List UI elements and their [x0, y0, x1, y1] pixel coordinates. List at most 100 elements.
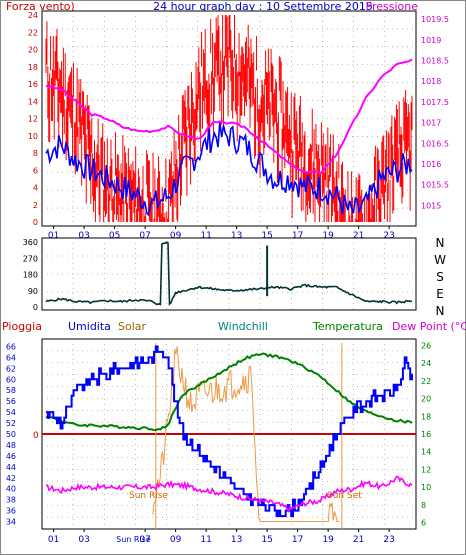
humidity-line	[46, 345, 413, 518]
humidity-x-tick-label: 01	[48, 535, 59, 545]
wind-tick-label: 18	[28, 63, 38, 72]
humidity-x-axis: 01 03 07 09 11 13 15 17 19 21 23 Sun Rise	[48, 529, 395, 545]
wind-tick-label: 16	[28, 80, 38, 89]
wind-tick-label: 12	[28, 115, 38, 124]
wind-series	[45, 15, 413, 222]
pressure-y-axis: 1015 1015.5 1016 1016.5 1017 1017.5 1018 1018.5…	[421, 15, 449, 210]
wind-tick-label: 24	[28, 11, 38, 20]
wind-x-tick-label: 13	[231, 231, 242, 241]
pressure-tick-label: 1018	[421, 77, 441, 86]
temperature-tick-label: 14	[421, 448, 431, 457]
humidity-tick-label: 66	[6, 342, 16, 351]
pressure-line	[45, 58, 413, 175]
humidity-x-tick-label: 07	[139, 535, 150, 545]
wind-x-axis: 01 03 05 07 09 11 13 15 17 19 21 23	[48, 226, 395, 241]
legend-dewpoint: Dew Point (°C)	[392, 320, 466, 333]
temperature-tick-label: 6	[421, 519, 426, 528]
wind-tick-label: 20	[28, 46, 38, 55]
temperature-tick-label: 16	[421, 430, 431, 439]
sun-set-label: Sun Set	[327, 491, 362, 501]
wind-tick-label: 0	[33, 218, 38, 227]
pressure-tick-label: 1015	[421, 201, 441, 210]
sun-rise-label: Sun Rise	[129, 491, 168, 501]
direction-series	[45, 241, 413, 306]
wind-tick-label: 2	[33, 201, 38, 210]
humidity-x-tick-label: 13	[231, 535, 242, 545]
temperature-tick-label: 22	[421, 377, 431, 386]
wind-tick-label: 8	[33, 149, 38, 158]
humidity-tick-label: 42	[6, 474, 16, 483]
temperature-tick-label: 20	[421, 395, 431, 404]
humidity-tick-label: 38	[6, 496, 16, 505]
solar-line	[152, 346, 340, 522]
compass-label: N	[436, 236, 445, 250]
compass-label: N	[436, 304, 445, 318]
temperature-tick-label: 10	[421, 483, 431, 492]
temperature-tick-label: 12	[421, 465, 431, 474]
direction-panel-grid	[42, 238, 416, 310]
compass-label: S	[436, 270, 444, 284]
humidity-tick-label: 50	[6, 430, 16, 439]
wind-x-tick-label: 19	[322, 231, 334, 241]
humidity-tick-label: 60	[6, 375, 16, 384]
temperature-line	[45, 352, 413, 432]
humidity-tick-label: 48	[6, 441, 16, 450]
humidity-x-tick-label: 15	[261, 535, 272, 545]
pressure-tick-label: 1018.5	[421, 57, 449, 66]
wind-x-tick-label: 21	[353, 231, 364, 241]
humidity-x-tick-label: 11	[200, 535, 211, 545]
humidity-tick-label: 36	[6, 507, 16, 516]
humidity-tick-label: 54	[6, 408, 16, 417]
humidity-tick-label: 44	[6, 463, 16, 472]
humidity-tick-label: 58	[6, 386, 16, 395]
humidity-y-axis: 34 36 38 40 42 44 46 48 50 52 54 56 58 60 62 64 66	[6, 342, 16, 526]
page-title: 24 hour graph day : 10 Settembre 2015	[153, 0, 373, 13]
humidity-tick-label: 52	[6, 419, 16, 428]
temperature-y-axis: 6 8 10 12 14 16 18 20 22 24 26	[421, 341, 431, 527]
wind-tick-label: 6	[33, 166, 38, 175]
pressure-tick-label: 1019	[421, 36, 441, 45]
legend-solar: Solar	[118, 320, 147, 333]
wind-average-line	[45, 122, 413, 217]
wind-tick-label: 4	[33, 184, 38, 193]
wind-x-tick-label: 01	[48, 231, 59, 241]
wind-x-tick-label: 05	[109, 231, 120, 241]
humidity-x-tick-label: 09	[170, 535, 182, 545]
humidity-tick-label: 40	[6, 485, 16, 494]
humidity-x-tick-label: 17	[292, 535, 303, 545]
pressure-tick-label: 1015.5	[421, 181, 449, 190]
temperature-tick-label: 24	[421, 359, 431, 368]
direction-tick-label: 270	[23, 254, 38, 263]
temperature-tick-label: 18	[421, 412, 431, 421]
compass-label: W	[434, 253, 446, 267]
pressure-tick-label: 1017	[421, 119, 441, 128]
wind-axis-title: Forza vento)	[6, 0, 75, 13]
direction-line	[45, 241, 413, 306]
temperature-tick-label: 26	[421, 341, 431, 350]
temperature-tick-label: 8	[421, 501, 426, 510]
wind-x-tick-label: 23	[383, 231, 394, 241]
humidity-x-tick-label: 19	[322, 535, 334, 545]
humidity-x-tick-label: 23	[383, 535, 394, 545]
direction-tick-label: 180	[23, 271, 38, 280]
humidity-tick-label: 62	[6, 364, 16, 373]
wind-tick-label: 22	[28, 28, 38, 37]
legend-humidity: Umidita	[68, 320, 111, 333]
legend-temperature: Temperatura	[312, 320, 383, 333]
legend-rain: Pioggia	[2, 320, 42, 333]
direction-tick-label: 360	[23, 238, 38, 247]
direction-y-axis: 0 90 180 270 360	[23, 238, 38, 312]
direction-tick-label: 0	[33, 303, 38, 312]
pressure-tick-label: 1017.5	[421, 98, 449, 107]
pressure-tick-label: 1016	[421, 160, 441, 169]
pressure-tick-label: 1016.5	[421, 139, 449, 148]
wind-x-tick-label: 09	[170, 231, 182, 241]
humidity-tick-label: 46	[6, 452, 16, 461]
humidity-x-tick-label: 21	[353, 535, 364, 545]
